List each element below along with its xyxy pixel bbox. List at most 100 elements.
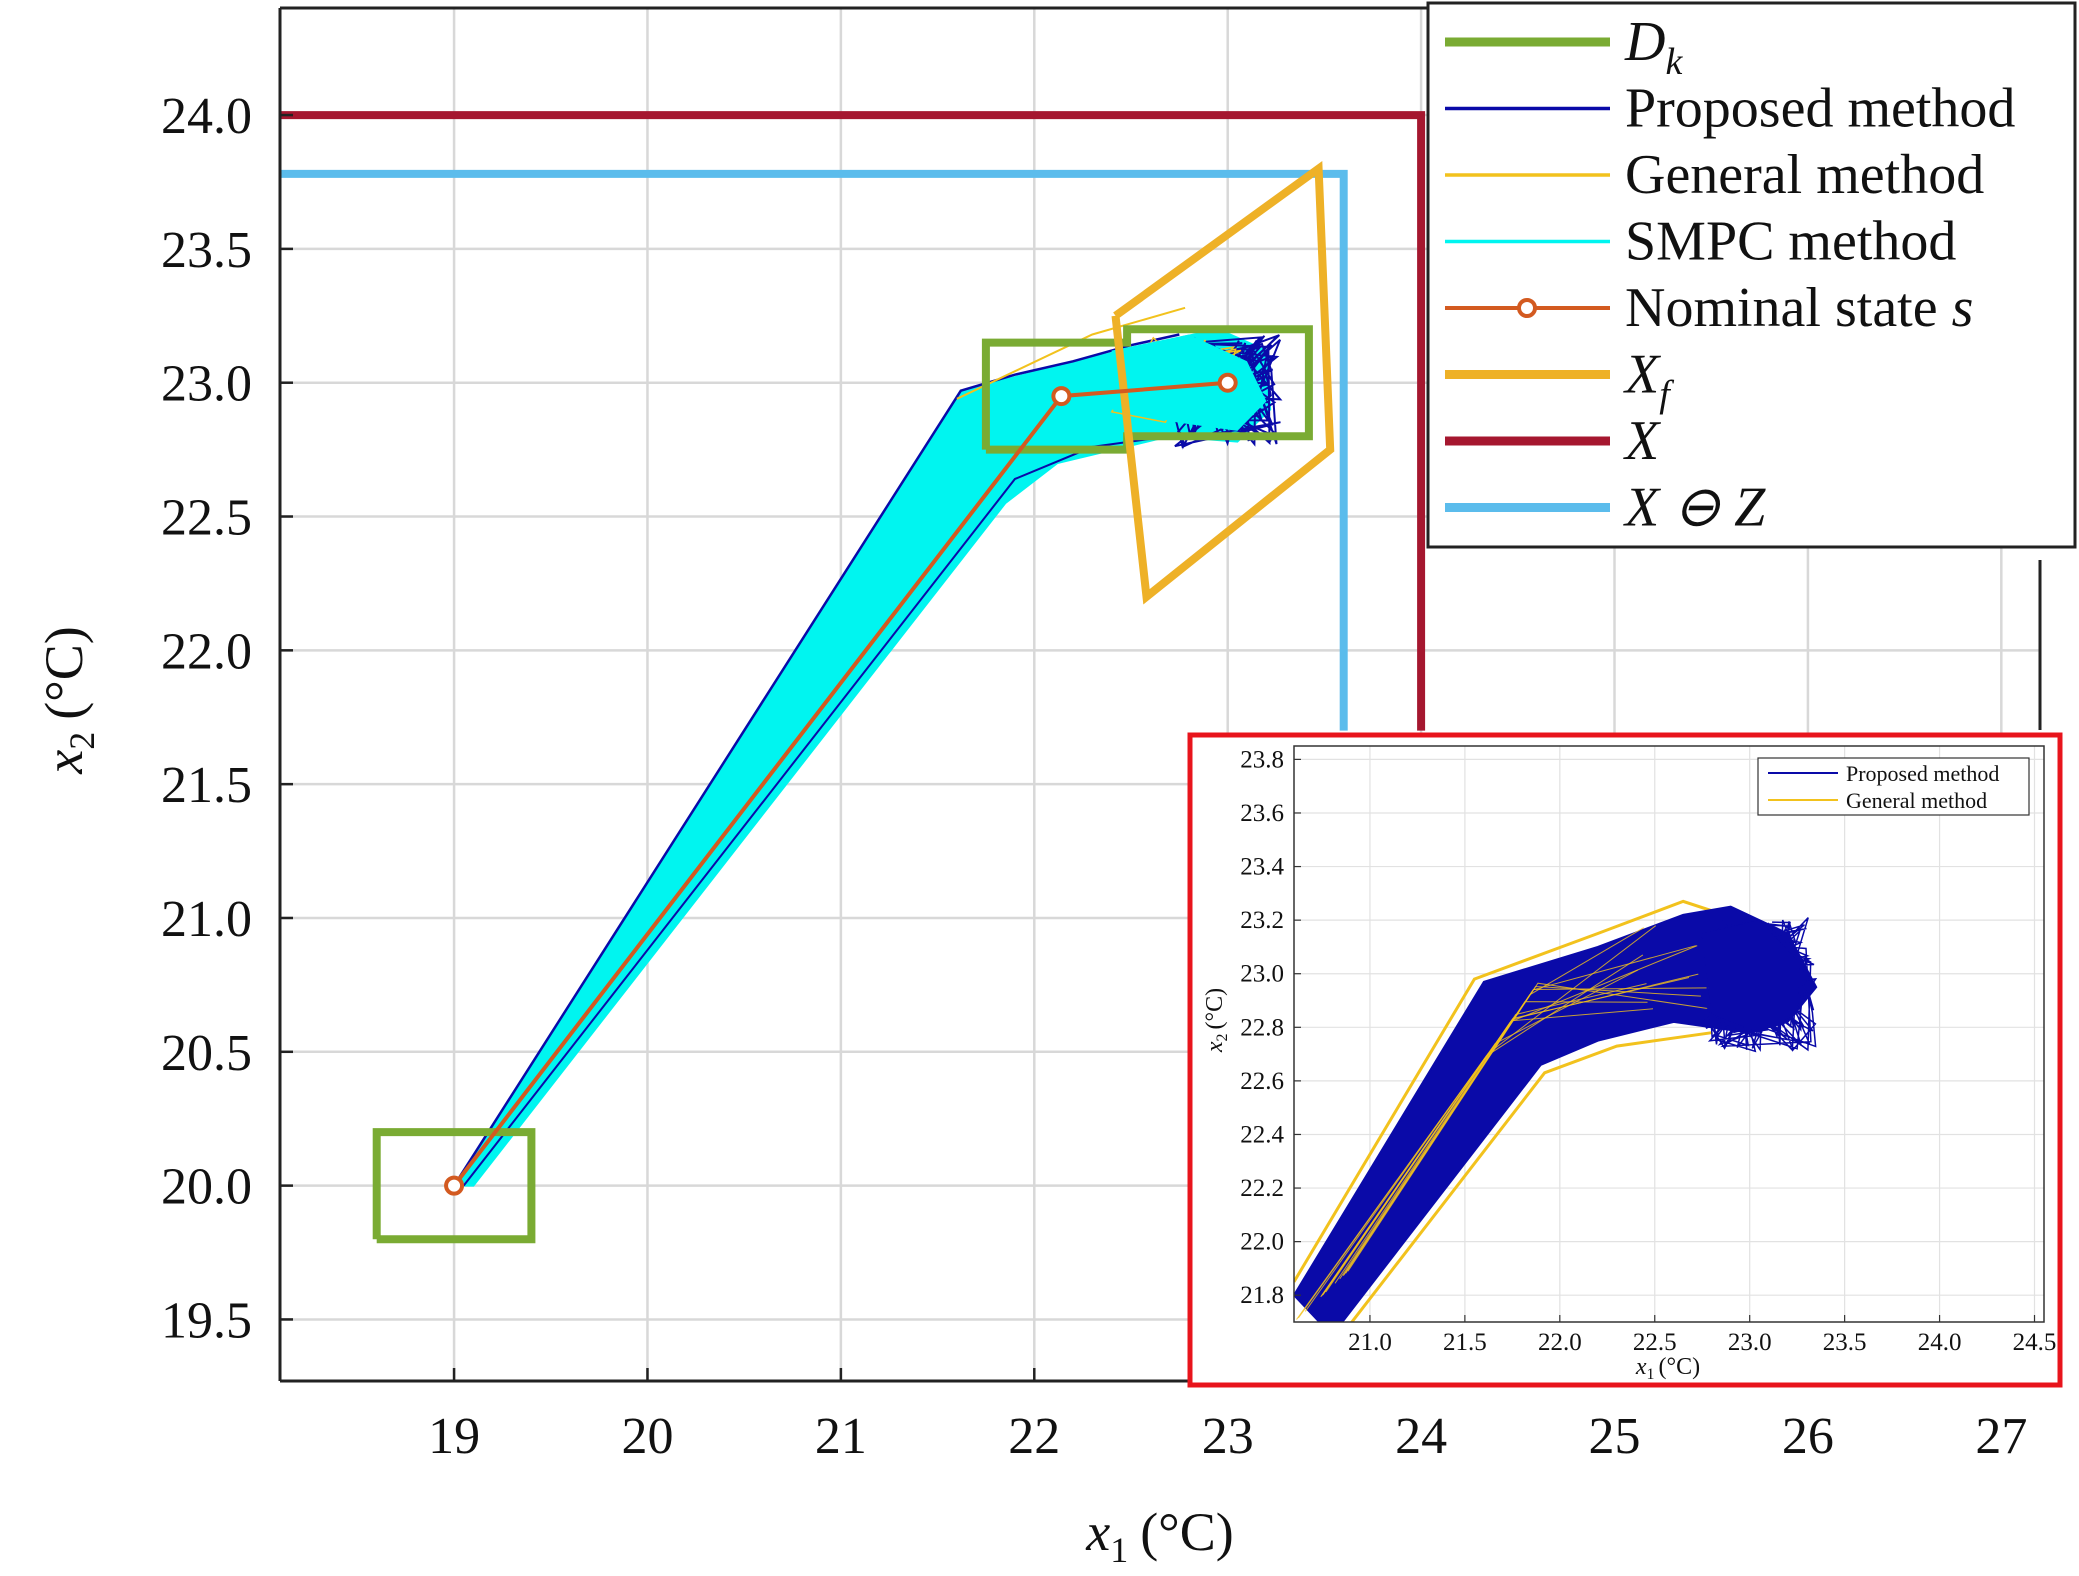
inset-x-tick-label: 21.5 (1443, 1329, 1487, 1356)
inset-legend-item-proposed: Proposed method (1768, 761, 1999, 786)
main-x-tick-label: 27 (1975, 1408, 2027, 1465)
inset-xlabel-var: x (1635, 1354, 1647, 1380)
inset-y-tick-label: 23.0 (1240, 961, 1284, 988)
main-x-tick-label: 20 (621, 1408, 673, 1465)
proposed-trajectory-edge (453, 333, 1180, 1187)
inset-cluster-core (1702, 920, 1798, 1033)
legend-item-nominal: Nominal state s (1445, 277, 1973, 339)
legend-marker (1517, 298, 1537, 318)
inset-y-tick-label: 23.2 (1240, 907, 1284, 934)
inset-y-tick-label: 23.4 (1240, 854, 1284, 881)
set-X-minus-Z-boundary (280, 169, 1348, 731)
legend-item-dk: Dk (1445, 11, 1683, 83)
legend-label: SMPC method (1625, 211, 1956, 273)
main-data-layer (280, 111, 1426, 1244)
inset-y-tick-label: 23.6 (1240, 800, 1284, 827)
legend-label: Nominal state s (1625, 277, 1973, 339)
inset-x-tick-label: 22.5 (1633, 1329, 1677, 1356)
smpc-steady-state-cluster (1111, 334, 1267, 431)
main-ylabel-var: x (34, 750, 94, 775)
legend-label: X ⊖ Z (1623, 477, 1766, 539)
inset-legend-label: Proposed method (1846, 761, 1999, 786)
legend-label: Dk (1624, 11, 1683, 83)
inset-y-tick-label: 21.8 (1240, 1282, 1284, 1309)
inset-gridlines (1294, 746, 2044, 1322)
main-xlabel-sub: 1 (1110, 1530, 1128, 1570)
main-x-axis-label: x1 (°C) (1085, 1502, 1234, 1570)
main-y-tick-label: 21.5 (161, 757, 252, 814)
inset-general-trajectory (1325, 983, 1647, 1293)
legend-label: General method (1625, 144, 1984, 206)
inset-ylabel-sub: 2 (1214, 1033, 1231, 1041)
legend-label: X (1623, 410, 1662, 472)
inset-legend-label: General method (1846, 788, 1987, 813)
legend-item-X: X (1445, 410, 1662, 472)
inset-y-tick-label: 22.0 (1240, 1229, 1284, 1256)
inset-x-tick-label: 22.0 (1538, 1329, 1582, 1356)
main-xlabel-unit: (°C) (1140, 1502, 1234, 1562)
inset-ylabel-unit: (°C) (1202, 988, 1228, 1030)
inset-xlabel-unit: (°C) (1659, 1354, 1701, 1380)
main-x-tick-label: 23 (1202, 1408, 1254, 1465)
inset-x-tick-label: 24.0 (1918, 1329, 1962, 1356)
main-x-tick-label: 25 (1589, 1408, 1641, 1465)
inset-x-tick-label: 23.5 (1823, 1329, 1867, 1356)
main-y-tick-label: 22.5 (161, 490, 252, 547)
legend-item-smpc: SMPC method (1445, 211, 1956, 273)
inset-x-tick-label: 24.5 (2013, 1329, 2057, 1356)
main-x-tick-label: 24 (1395, 1408, 1447, 1465)
inset-ylabel-var: x (1202, 1041, 1228, 1053)
legend-box (1426, 1, 2077, 549)
general-trajectory-edge (956, 306, 1186, 400)
inset-red-border (1187, 732, 2063, 1388)
legend-item-xz: X ⊖ Z (1445, 477, 1766, 539)
inset-general-trajectory (1347, 982, 1709, 1272)
inset-legend-item-general: General method (1768, 788, 1987, 813)
inset-y-axis-label: x2 (°C) (1202, 988, 1231, 1053)
legend-item-general: General method (1445, 144, 1984, 206)
dk-initial-set (372, 1128, 536, 1244)
set-X-boundary (280, 111, 1426, 731)
inset-data-layer (1294, 899, 1818, 1322)
main-y-tick-label: 23.5 (161, 222, 252, 279)
terminal-set-Xf (1111, 160, 1335, 605)
inset-general-lower-edge (1349, 1031, 1712, 1322)
main-y-tick-label: 24.0 (161, 88, 252, 145)
main-ylabel-unit: (°C) (34, 626, 94, 720)
inset-zoom-panel: 21.0 21.5 22.0 22.5 23.0 23.5 24.0 24.5 21.8 22.… (1187, 732, 2063, 1388)
nominal-state-marker (1217, 372, 1238, 393)
main-x-tick-label: 21 (815, 1408, 867, 1465)
inset-y-ticks: 21.8 22.0 22.2 22.4 22.6 22.8 23.0 23.2 23.4 23.6… (1240, 746, 1301, 1309)
main-xlabel-var: x (1085, 1502, 1110, 1562)
inset-y-tick-label: 23.8 (1240, 746, 1284, 773)
main-x-ticks: 19 20 21 22 23 24 25 26 27 (428, 1368, 2027, 1465)
inset-x-ticks: 21.0 21.5 22.0 22.5 23.0 23.5 24.0 24.5 (1348, 1315, 2056, 1356)
main-y-axis-label: x2 (°C) (34, 626, 102, 775)
inset-x-tick-label: 23.0 (1728, 1329, 1772, 1356)
main-y-tick-label: 21.0 (161, 891, 252, 948)
main-y-ticks: 19.5 20.0 20.5 21.0 21.5 22.0 22.5 23.0 23.5 24.0 (161, 88, 293, 1349)
inset-x-tick-label: 21.0 (1348, 1329, 1392, 1356)
inset-y-tick-label: 22.6 (1240, 1068, 1284, 1095)
nominal-state-marker (444, 1175, 465, 1196)
legend-label: Proposed method (1625, 78, 2015, 140)
nominal-state-marker (1051, 386, 1072, 407)
main-y-tick-label: 22.0 (161, 623, 252, 680)
inset-xlabel-sub: 1 (1647, 1366, 1655, 1383)
main-y-tick-label: 23.0 (161, 356, 252, 413)
legend-item-proposed: Proposed method (1445, 78, 2015, 140)
inset-y-tick-label: 22.2 (1240, 1175, 1284, 1202)
main-x-tick-label: 26 (1782, 1408, 1834, 1465)
main-y-tick-label: 20.5 (161, 1025, 252, 1082)
main-y-tick-label: 19.5 (161, 1292, 252, 1349)
main-y-tick-label: 20.0 (161, 1159, 252, 1216)
main-x-tick-label: 22 (1008, 1408, 1060, 1465)
main-x-tick-label: 19 (428, 1408, 480, 1465)
main-ylabel-sub: 2 (62, 732, 102, 750)
inset-general-upper-edge (1294, 899, 1741, 1283)
inset-general-trajectory (1343, 987, 1709, 1276)
inset-general-trajectory (1322, 977, 1690, 1295)
